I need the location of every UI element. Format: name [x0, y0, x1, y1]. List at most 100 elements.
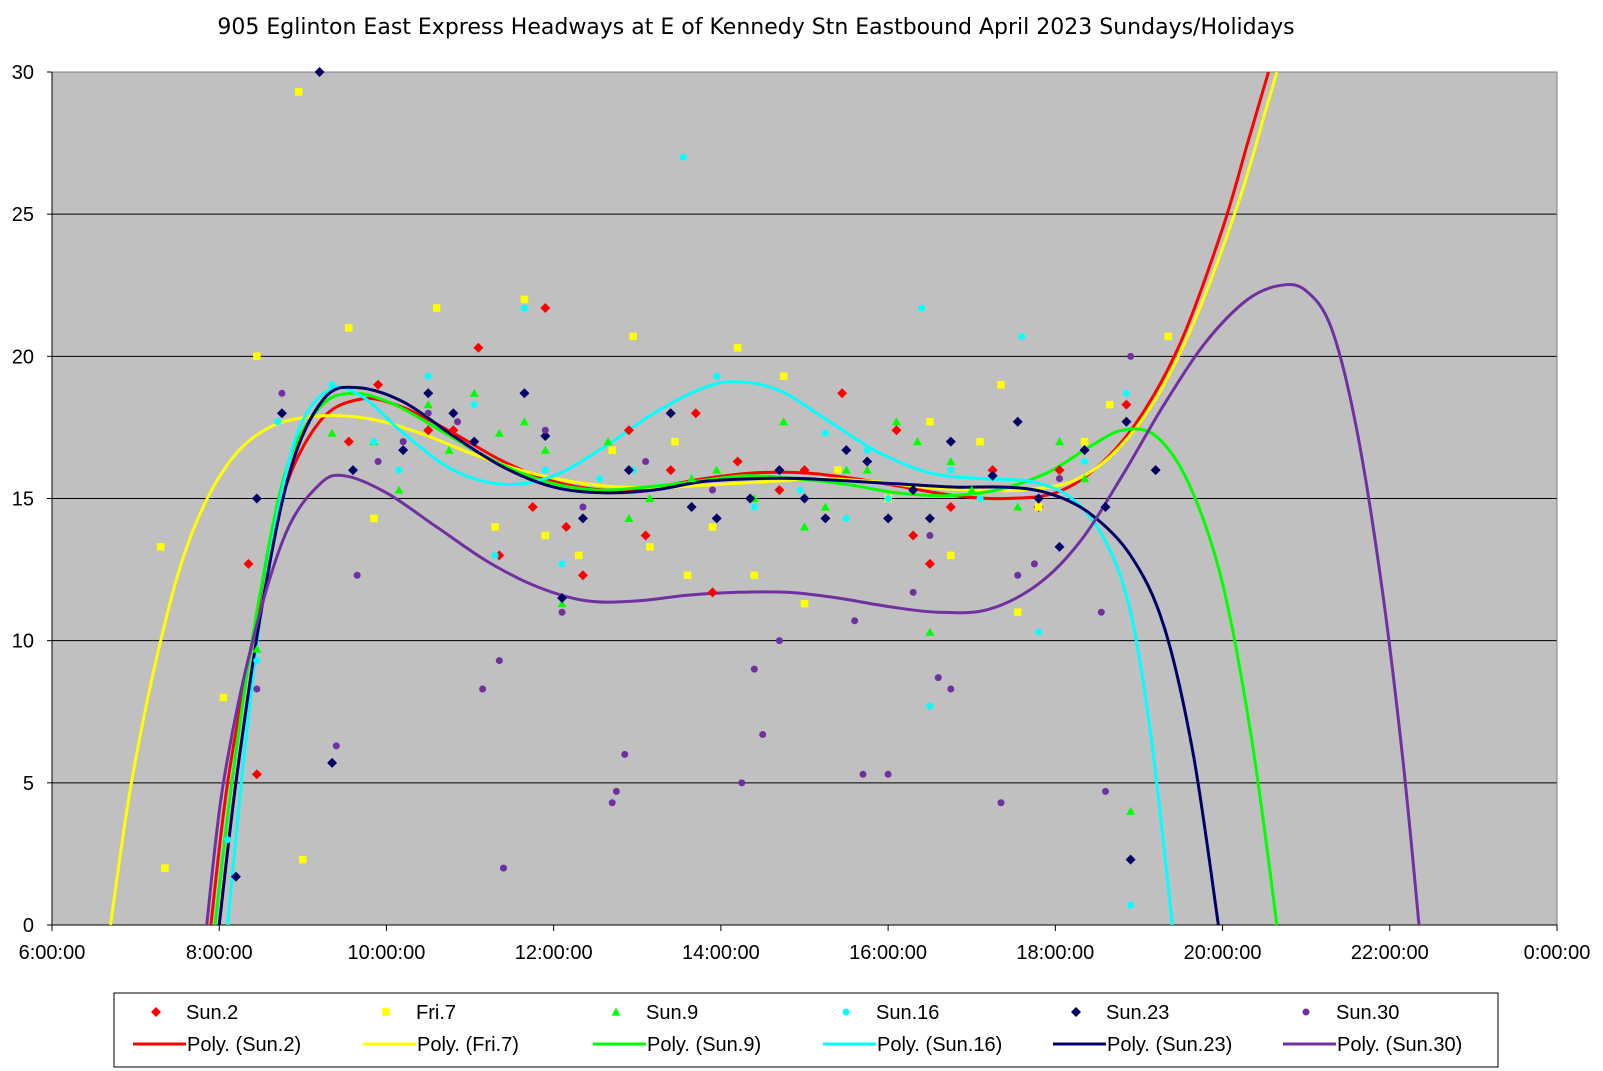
data-point: [394, 485, 404, 494]
data-point: [800, 599, 809, 608]
data-point: [251, 769, 262, 780]
data-point: [926, 531, 934, 539]
data-point: [642, 458, 650, 466]
data-point: [432, 304, 441, 312]
data-point: [540, 302, 551, 313]
data-point: [820, 502, 830, 511]
data-point: [278, 389, 286, 397]
data-point: [561, 521, 572, 532]
data-point: [800, 522, 809, 531]
data-point: [1122, 389, 1130, 397]
data-point: [1127, 901, 1135, 909]
data-point: [424, 409, 432, 417]
legend-label: Sun.30: [1336, 1002, 1399, 1024]
data-point: [738, 779, 746, 787]
data-point: [423, 425, 434, 436]
data-point: [314, 67, 325, 77]
data-point: [252, 644, 262, 653]
series-sun-23: [230, 67, 1161, 882]
data-point: [1081, 458, 1089, 466]
x-tick-label: 18:00:00: [1016, 942, 1094, 964]
data-point: [491, 523, 499, 531]
data-point: [925, 627, 935, 636]
data-point: [883, 513, 894, 524]
data-point: [707, 587, 718, 598]
data-point: [967, 485, 977, 494]
data-point: [774, 465, 785, 476]
chart-title: 905 Eglinton East Express Headways at E …: [217, 15, 1294, 40]
trendline-poly-sun-23-: [217, 385, 1220, 925]
data-point: [1054, 541, 1065, 552]
x-tick-label: 22:00:00: [1351, 942, 1429, 964]
data-point: [541, 466, 549, 474]
data-point: [624, 513, 634, 523]
data-point: [520, 295, 529, 304]
data-point: [276, 408, 287, 419]
data-point: [947, 685, 955, 693]
legend-marker-2: [382, 1008, 390, 1016]
data-point: [253, 685, 261, 693]
data-point: [862, 465, 872, 474]
data-point: [1054, 465, 1065, 476]
data-point: [327, 428, 337, 437]
data-point: [575, 551, 583, 560]
data-point: [1127, 352, 1135, 360]
data-point: [470, 401, 478, 409]
data-point: [469, 388, 479, 397]
x-tick-label: 14:00:00: [682, 942, 760, 964]
data-point: [294, 88, 303, 96]
data-point: [596, 475, 604, 483]
data-point: [1121, 399, 1132, 410]
data-point: [750, 571, 759, 580]
legend-label: Sun.2: [186, 1002, 238, 1024]
data-point: [837, 388, 848, 399]
data-point: [473, 342, 484, 353]
data-point: [623, 425, 634, 436]
data-point: [448, 408, 459, 419]
data-point: [924, 558, 935, 569]
data-point: [540, 445, 550, 454]
x-tick-label: 12:00:00: [515, 942, 593, 964]
data-point: [219, 693, 228, 702]
data-point: [479, 685, 487, 693]
y-tick-label: 15: [12, 489, 34, 511]
data-point: [646, 543, 654, 551]
data-point: [918, 304, 926, 312]
data-point: [370, 514, 378, 523]
legend-marker-6: [1302, 1008, 1310, 1016]
data-point: [395, 466, 403, 474]
legend-label: Poly. (Sun.16): [877, 1034, 1002, 1056]
data-point: [796, 486, 804, 494]
data-point: [947, 466, 955, 474]
data-point: [686, 502, 697, 513]
data-point: [926, 417, 934, 426]
data-point: [1013, 608, 1022, 616]
data-point: [1125, 854, 1136, 865]
data-point: [557, 599, 567, 608]
data-point: [987, 470, 998, 481]
axes: 0 5 10 15 20 25 30 6:00:00 8:00:00 10:00:00 12:00:…: [12, 62, 1591, 964]
data-point: [759, 730, 767, 738]
data-point: [713, 372, 721, 380]
data-point: [398, 445, 409, 456]
data-point: [711, 513, 722, 524]
data-point: [491, 551, 499, 559]
data-point: [842, 514, 850, 522]
data-point: [224, 836, 232, 844]
data-point: [1097, 608, 1105, 616]
data-point: [345, 324, 353, 332]
data-point: [629, 332, 637, 341]
data-point: [665, 408, 676, 419]
data-point: [253, 352, 261, 361]
data-point: [1033, 493, 1044, 504]
legend-label: Poly. (Sun.9): [647, 1034, 761, 1056]
data-point: [495, 657, 503, 665]
data-point: [687, 474, 697, 483]
data-point: [527, 502, 538, 513]
data-point: [353, 571, 361, 579]
data-point: [841, 445, 852, 456]
legend: Sun.2 Fri.7 Sun.9 Sun.16 Sun.23 Sun.30 Poly. (…: [113, 992, 1499, 1068]
legend-marker-3: [611, 1007, 621, 1016]
data-point: [862, 456, 873, 467]
data-point: [243, 558, 254, 569]
